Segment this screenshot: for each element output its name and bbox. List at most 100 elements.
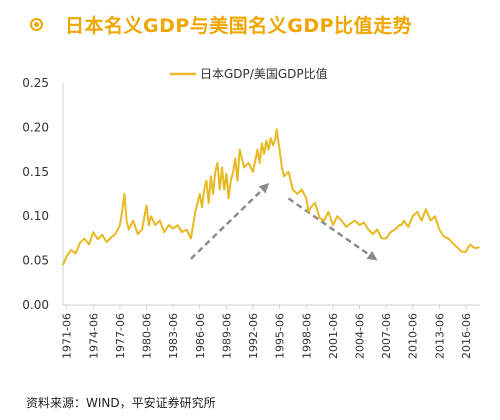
x-tick-label: 2010-06: [407, 313, 420, 359]
data-point: [287, 171, 290, 173]
data-point: [168, 224, 170, 226]
data-point: [172, 228, 174, 230]
data-point: [150, 215, 152, 217]
data-point: [256, 149, 259, 151]
data-point: [345, 226, 347, 228]
data-point: [318, 217, 321, 219]
data-point: [332, 224, 334, 226]
axes-layer: 0.00 0.05 0.10 0.15 0.20 0.25 1971-06 1974-06 19…: [22, 76, 480, 359]
data-point: [74, 252, 77, 255]
x-tick-label: 1980-06: [141, 313, 154, 359]
data-point: [114, 233, 117, 235]
data-point: [474, 247, 476, 249]
data-point: [221, 166, 223, 168]
data-point: [460, 251, 463, 253]
data-point: [389, 231, 392, 233]
data-point: [350, 222, 352, 224]
data-point: [420, 220, 423, 222]
data-point: [125, 220, 128, 222]
data-point: [478, 246, 480, 248]
x-tick-label: 1986-06: [194, 313, 207, 359]
data-point: [190, 237, 192, 239]
data-point: [141, 228, 143, 231]
data-point: [128, 228, 130, 231]
data-point: [394, 228, 396, 231]
data-point: [363, 221, 365, 224]
data-point: [323, 220, 325, 222]
data-point: [219, 188, 221, 191]
legend-layer: 日本GDP/美国GDP比值: [170, 66, 328, 81]
data-point: [292, 188, 294, 191]
data-point: [154, 224, 157, 226]
data-point: [192, 224, 194, 226]
data-point: [92, 231, 94, 233]
data-point: [70, 249, 72, 251]
data-point: [301, 188, 303, 191]
data-point: [465, 251, 467, 253]
data-point: [106, 241, 108, 243]
data-point: [97, 238, 99, 240]
data-point: [132, 220, 134, 222]
data-point: [447, 237, 449, 239]
y-tick-label: 0.05: [22, 254, 49, 268]
legend-label: 日本GDP/美国GDP比值: [200, 66, 328, 81]
data-point: [230, 180, 232, 182]
data-point: [119, 224, 121, 226]
data-point: [412, 215, 414, 217]
data-point: [121, 211, 123, 213]
y-tick-label: 0.10: [22, 209, 49, 223]
data-point: [62, 264, 64, 266]
data-point: [467, 246, 469, 248]
series-layer: [62, 128, 480, 266]
data-point: [341, 220, 343, 222]
data-point: [327, 211, 330, 213]
data-point: [79, 242, 81, 244]
data-point: [234, 157, 236, 160]
data-point: [232, 171, 234, 173]
data-point: [137, 233, 139, 235]
data-point: [145, 204, 148, 207]
data-point: [443, 236, 445, 238]
data-point: [185, 228, 188, 231]
data-point: [398, 224, 401, 226]
x-tick-label: 2004-06: [353, 313, 366, 359]
data-point: [201, 206, 203, 208]
x-tick-label: 2016-06: [460, 313, 473, 359]
data-point: [66, 255, 68, 257]
data-point: [314, 202, 316, 204]
data-point: [252, 171, 254, 173]
data-point: [372, 233, 374, 235]
data-point: [401, 224, 403, 226]
data-point: [376, 228, 378, 231]
chart-title-row: 日本名义GDP与美国名义GDP比值走势: [30, 12, 413, 37]
data-point: [210, 175, 212, 177]
data-point: [305, 197, 307, 200]
data-point: [336, 215, 338, 217]
data-point: [407, 226, 409, 228]
data-point: [438, 228, 440, 231]
data-point: [469, 244, 471, 246]
series-line: [62, 128, 480, 266]
data-point: [261, 142, 263, 144]
annotation-layer: [190, 183, 378, 261]
x-tick-label: 1971-06: [61, 313, 74, 359]
data-point: [272, 144, 274, 146]
data-point: [425, 208, 427, 210]
data-point: [123, 193, 125, 195]
x-tick-label: 2001-06: [327, 313, 340, 359]
x-tick-label: 1974-06: [87, 313, 100, 359]
data-point: [385, 237, 387, 239]
source-note: 资料来源：WIND，平安证券研究所: [26, 396, 216, 410]
y-tick-label: 0.25: [22, 76, 49, 90]
data-point: [212, 193, 214, 195]
trend-arrow: [190, 183, 270, 260]
data-point: [307, 211, 310, 213]
data-point: [274, 139, 276, 141]
chart-title: 日本名义GDP与美国名义GDP比值走势: [65, 14, 413, 37]
data-point: [276, 128, 278, 130]
data-point: [205, 180, 208, 182]
data-point: [279, 149, 281, 151]
y-tick-label: 0.00: [22, 298, 49, 312]
data-point: [243, 166, 245, 168]
